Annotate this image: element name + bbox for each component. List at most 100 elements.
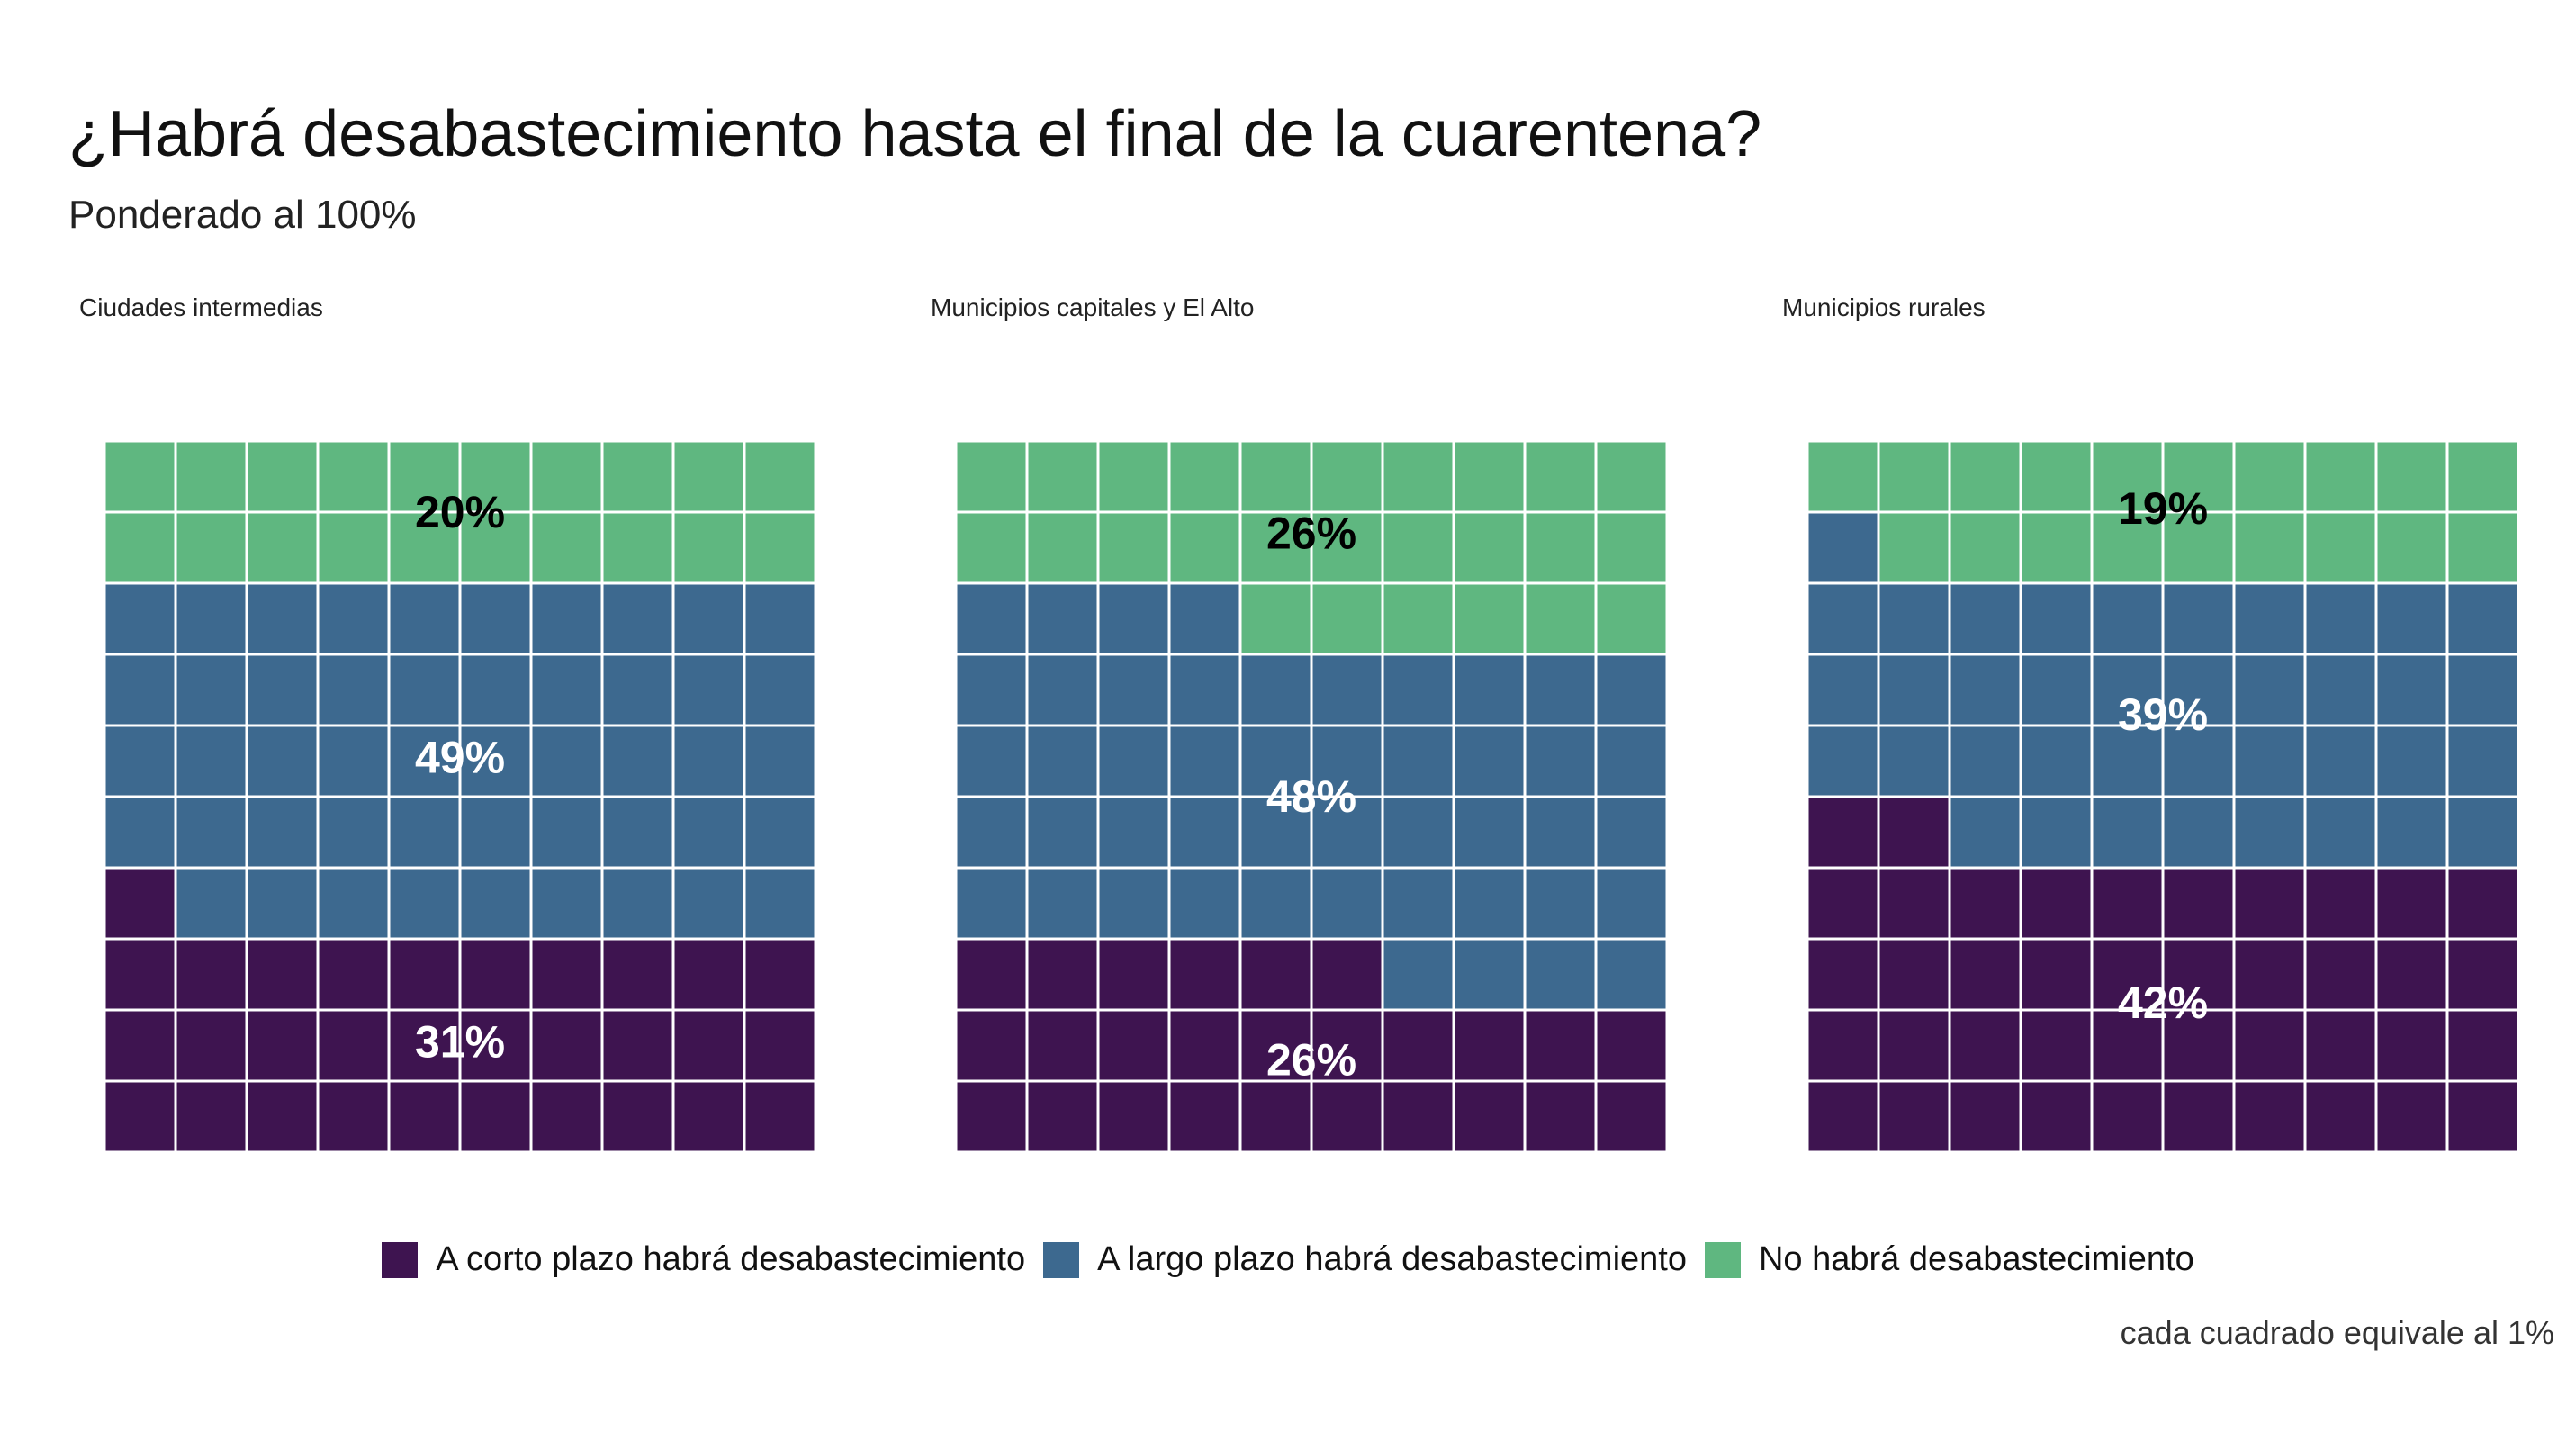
waffle-cell-corto	[458, 937, 533, 1012]
waffle-cell-corto	[2445, 937, 2520, 1012]
waffle-cell-corto	[2374, 1008, 2449, 1083]
waffle-cell-largo	[174, 866, 248, 941]
waffle-cell-corto	[2090, 937, 2165, 1012]
legend-label-corto: A corto plazo habrá desabastecimiento	[436, 1240, 1026, 1278]
chart-subtitle: Ponderado al 100%	[68, 193, 417, 237]
waffle-cell-largo	[954, 795, 1029, 870]
waffle-cell-largo	[1948, 581, 2022, 656]
waffle-cell-no	[954, 510, 1029, 585]
waffle-cell-corto	[1167, 1008, 1242, 1083]
waffle-cell-largo	[1877, 653, 1951, 727]
waffle-cell-largo	[316, 866, 391, 941]
waffle-cell-no	[1096, 439, 1171, 514]
waffle-cell-largo	[1167, 724, 1242, 798]
value-label-largo: 39%	[2118, 689, 2208, 740]
waffle-cell-largo	[1381, 866, 1455, 941]
waffle-cell-largo	[1806, 581, 1880, 656]
chart-title: ¿Habrá desabastecimiento hasta el final …	[68, 98, 1762, 170]
waffle-cell-corto	[103, 937, 177, 1012]
waffle-cell-largo	[2303, 724, 2378, 798]
waffle-cell-corto	[245, 1079, 320, 1154]
waffle-cell-largo	[2090, 653, 2165, 727]
waffle-cell-largo	[2019, 581, 2094, 656]
waffle-cell-largo	[600, 795, 675, 870]
waffle-cell-largo	[1452, 795, 1527, 870]
waffle-cell-no	[1452, 581, 1527, 656]
waffle-cell-largo	[1594, 866, 1669, 941]
waffle-cell-largo	[1948, 653, 2022, 727]
waffle-cell-corto	[1452, 1008, 1527, 1083]
waffle-cell-no	[2232, 439, 2307, 514]
waffle-cell-largo	[103, 724, 177, 798]
waffle-cell-no	[1877, 439, 1951, 514]
waffle-cell-largo	[1238, 866, 1313, 941]
waffle-cell-corto	[2019, 1079, 2094, 1154]
waffle-cell-corto	[1877, 866, 1951, 941]
waffle-cell-corto	[2232, 937, 2307, 1012]
waffle-cell-no	[1806, 439, 1880, 514]
waffle-cell-largo	[2374, 653, 2449, 727]
waffle-cell-no	[1523, 581, 1598, 656]
waffle-cell-largo	[1381, 937, 1455, 1012]
legend-swatch-corto	[382, 1241, 419, 1278]
waffle-cell-no	[103, 439, 177, 514]
waffle-cell-corto	[600, 1079, 675, 1154]
waffle-cell-no	[743, 439, 817, 514]
waffle-cell-corto	[1025, 937, 1100, 1012]
waffle-cell-largo	[600, 653, 675, 727]
waffle-cell-corto	[1523, 1008, 1598, 1083]
waffle-cell-corto	[1381, 1079, 1455, 1154]
waffle-cell-corto	[743, 1008, 817, 1083]
waffle-cell-largo	[1381, 653, 1455, 727]
waffle-cell-no	[458, 439, 533, 514]
waffle-cell-largo	[1523, 937, 1598, 1012]
waffle-cell-no	[1523, 510, 1598, 585]
waffle-cell-corto	[103, 866, 177, 941]
waffle-cell-no	[174, 510, 248, 585]
waffle-cell-largo	[743, 724, 817, 798]
waffle-cell-corto	[2019, 937, 2094, 1012]
waffle-cell-corto	[743, 1079, 817, 1154]
waffle-cell-largo	[316, 724, 391, 798]
waffle-cell-corto	[1948, 866, 2022, 941]
legend-item-no: No habrá desabastecimiento	[1704, 1240, 2194, 1279]
waffle-cell-no	[2303, 439, 2378, 514]
waffle-cell-corto	[1806, 937, 1880, 1012]
waffle-cell-largo	[174, 724, 248, 798]
waffle-cell-largo	[2090, 724, 2165, 798]
waffle-cell-no	[2232, 510, 2307, 585]
waffle-cell-largo	[1452, 866, 1527, 941]
waffle-cell-no	[316, 439, 391, 514]
waffle-cell-corto	[1167, 1079, 1242, 1154]
waffle-panel-2: 26% 48% 26%	[954, 439, 1669, 1154]
waffle-cell-corto	[954, 937, 1029, 1012]
waffle-cell-largo	[743, 866, 817, 941]
waffle-cell-largo	[1025, 724, 1100, 798]
waffle-cell-largo	[103, 653, 177, 727]
waffle-cell-largo	[1238, 795, 1313, 870]
waffle-cell-no	[1096, 510, 1171, 585]
waffle-cell-largo	[743, 653, 817, 727]
waffle-cell-corto	[458, 1079, 533, 1154]
waffle-cell-corto	[1310, 1079, 1384, 1154]
waffle-cell-corto	[2303, 1008, 2378, 1083]
waffle-cell-corto	[671, 937, 746, 1012]
waffle-cell-largo	[954, 581, 1029, 656]
waffle-cell-largo	[2161, 581, 2236, 656]
waffle-cell-corto	[1948, 1079, 2022, 1154]
waffle-cell-largo	[1096, 653, 1171, 727]
waffle-cell-largo	[458, 795, 533, 870]
waffle-cell-corto	[2303, 1079, 2378, 1154]
waffle-cell-largo	[1167, 866, 1242, 941]
waffle-cell-no	[1167, 510, 1242, 585]
waffle-cell-corto	[1238, 937, 1313, 1012]
waffle-cell-corto	[387, 937, 462, 1012]
waffle-cell-largo	[954, 653, 1029, 727]
waffle-cell-corto	[2445, 1008, 2520, 1083]
waffle-cell-corto	[529, 1008, 604, 1083]
waffle-cell-no	[245, 510, 320, 585]
waffle-cell-corto	[2090, 1079, 2165, 1154]
waffle-cell-no	[529, 510, 604, 585]
waffle-panel-1: 31% 49% 20%	[103, 439, 817, 1154]
